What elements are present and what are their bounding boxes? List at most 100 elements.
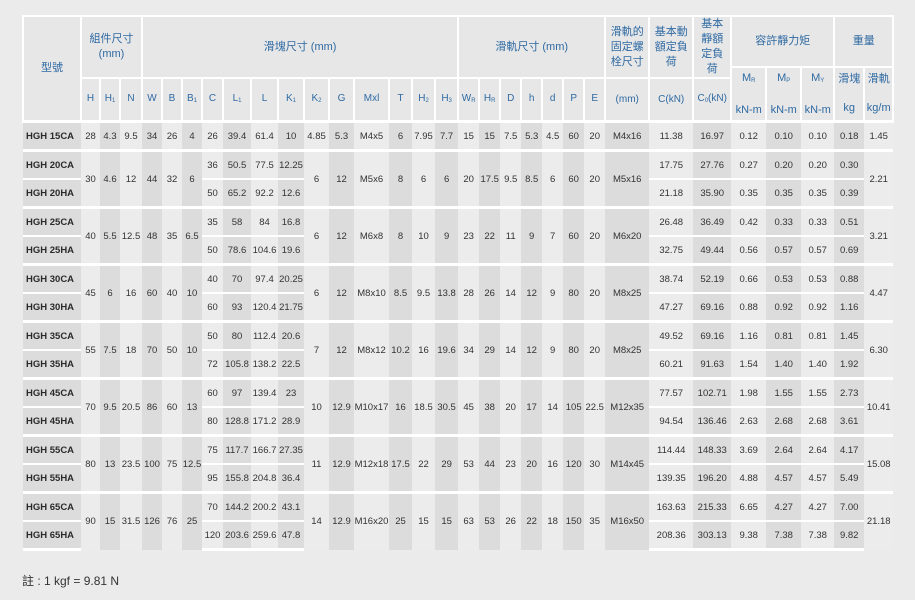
header-rail-dims: 滑軌尺寸 (mm) [457,15,607,79]
value-cell: 30.5 [435,377,459,436]
value-cell: 26 [162,120,183,151]
value-cell: 20 [584,149,606,208]
value-cell: 27.35 [278,434,305,464]
model-cell: HGH 55CA [23,434,81,464]
model-cell: HGH 20CA [23,149,81,179]
value-cell: 30 [81,149,100,208]
value-cell: 8 [389,206,413,265]
value-cell: 23 [500,434,522,493]
value-cell: 60 [563,120,585,151]
value-cell: 16 [412,320,436,379]
weight-unit: kg/m [866,102,891,114]
header-block-dims: 滑塊尺寸 (mm) [141,15,460,79]
table-row: HGH 35HA 72 105.8 138.2 22.5 60.21 91.63 1.54 1.… [23,349,893,379]
value-cell: 77.57 [649,377,694,407]
col-t: T [388,77,414,123]
table-row: HGH 35CA 55 7.5 18 70 50 10 50 80 112.4 20.6 7 12 M8x… [23,320,894,379]
value-cell: 150 [563,491,585,550]
value-cell: 7.95 [412,120,436,151]
value-cell: 14 [500,320,522,379]
col-t-base: T [397,92,404,104]
value-cell: 102.71 [693,377,732,407]
header-weight-rail: 滑軌 kg/m [863,66,895,123]
value-cell: 4.27 [801,491,835,521]
moment-unit: kN-m [770,103,797,116]
value-cell: 6 [412,149,436,208]
value-cell: 7.5 [500,120,522,151]
value-cell: 0.88 [731,292,767,322]
value-cell: 0.88 [834,263,865,293]
value-cell: 47.27 [649,292,694,322]
header-rail-bolt-text: 滑軌的固定螺栓尺寸 [610,25,644,68]
value-cell: 0.10 [766,120,802,151]
value-cell: 20 [458,149,480,208]
value-cell: 9 [542,320,564,379]
value-cell: 0.10 [801,120,835,151]
value-cell: 36.4 [278,463,305,493]
value-cell: 6.30 [864,320,894,379]
value-cell: 36.49 [693,206,732,236]
value-cell: 15 [458,120,480,151]
header-static-load-text: 基本靜額定負荷 [701,18,724,75]
static-unit-part: C [697,92,705,104]
value-cell: 1.98 [731,377,767,407]
value-cell: 105 [563,377,585,436]
value-cell: 8 [389,149,413,208]
value-cell: 10 [412,206,436,265]
value-cell: 1.54 [731,349,767,379]
value-cell: 0.92 [766,292,802,322]
value-cell: 4.47 [864,263,894,322]
value-cell: 23.5 [120,434,143,493]
value-cell: 1.40 [766,349,802,379]
model-cell: HGH 35CA [23,320,81,350]
value-cell: 72 [202,349,224,379]
value-cell: 28 [81,120,100,151]
value-cell: 1.40 [801,349,835,379]
value-cell: 9.5 [412,263,436,322]
col-k2-base: K [311,92,319,104]
value-cell: 7 [304,320,330,379]
value-cell: 1.16 [731,320,767,350]
value-cell: 45 [81,263,100,322]
value-cell: 14 [304,491,330,550]
value-cell: 139.35 [649,463,694,493]
table-row: HGH 30HA 60 93 120.4 21.75 47.27 69.16 0.88 0.92… [23,292,893,322]
value-cell: 78.6 [223,235,252,265]
col-wr-sub: R [471,97,476,104]
value-cell: 4.6 [100,149,120,208]
value-cell: 63 [458,491,480,550]
value-cell: 0.30 [834,149,865,179]
col-dynamic-unit-text: C(kN) [658,94,685,105]
value-cell: 0.33 [801,206,835,236]
value-cell: 70 [142,320,163,379]
value-cell: 53 [458,434,480,493]
value-cell: 10 [182,263,203,322]
col-l1-sub: 1 [238,97,242,104]
value-cell: 40 [81,206,100,265]
value-cell: 12.9 [329,434,355,493]
value-cell: 49.52 [649,320,694,350]
value-cell: 10.41 [864,377,894,436]
value-cell: 5.3 [521,120,543,151]
value-cell: 136.46 [693,406,732,436]
value-cell: 12.9 [329,491,355,550]
col-d-base: D [507,92,515,104]
value-cell: 128.8 [223,406,252,436]
col-h3-sub: 3 [448,97,452,104]
value-cell: 2.21 [864,149,894,208]
value-cell: 34 [142,120,163,151]
value-cell: 70 [81,377,100,436]
value-cell: 48 [142,206,163,265]
value-cell: 92.2 [251,178,279,208]
value-cell: 303.13 [693,520,732,551]
value-cell: M8x25 [605,320,650,379]
value-cell: 75 [202,434,224,464]
value-cell: 0.56 [731,235,767,265]
value-cell: 60 [202,377,224,407]
value-cell: 171.2 [251,406,279,436]
static-unit-part: (kN) [708,92,727,104]
value-cell: M16x50 [605,491,650,550]
value-cell: M14x45 [605,434,650,493]
moment-label: M [777,71,787,84]
value-cell: 13.8 [435,263,459,322]
